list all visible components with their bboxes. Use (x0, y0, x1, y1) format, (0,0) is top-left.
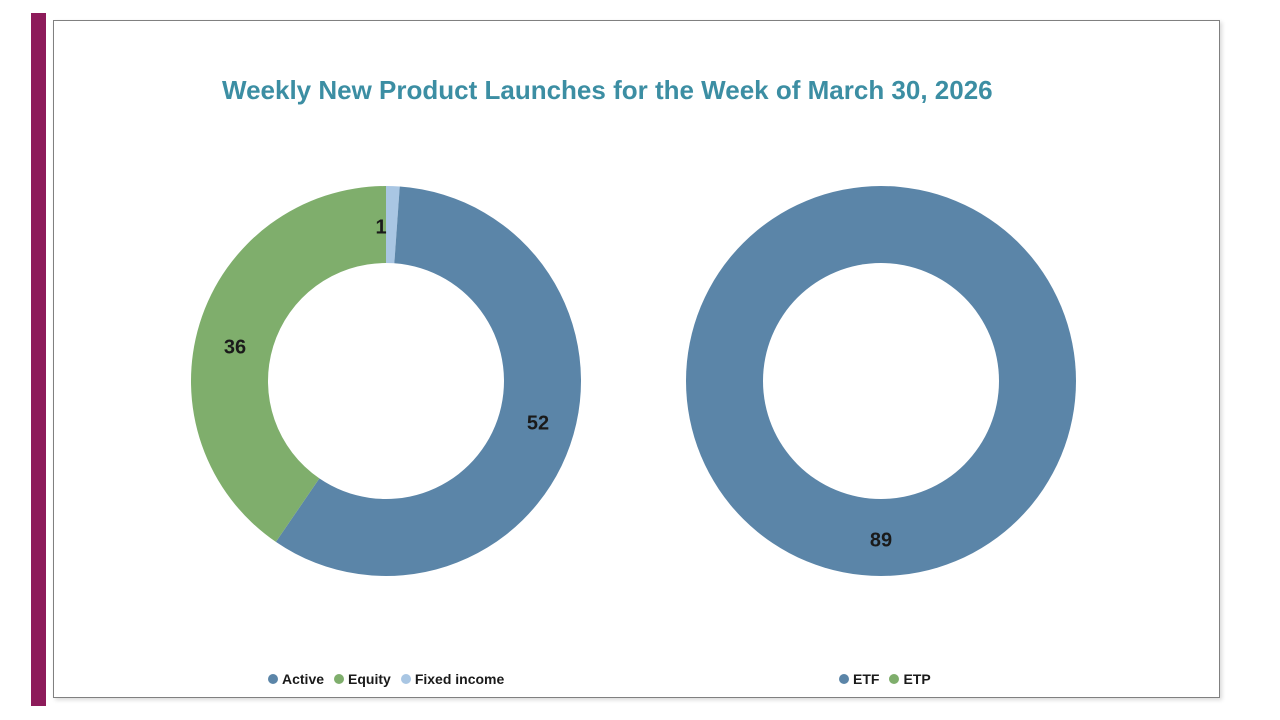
svg-text:89: 89 (870, 530, 892, 552)
svg-text:1: 1 (375, 217, 386, 239)
svg-text:36: 36 (224, 337, 246, 359)
svg-text:52: 52 (527, 413, 549, 435)
